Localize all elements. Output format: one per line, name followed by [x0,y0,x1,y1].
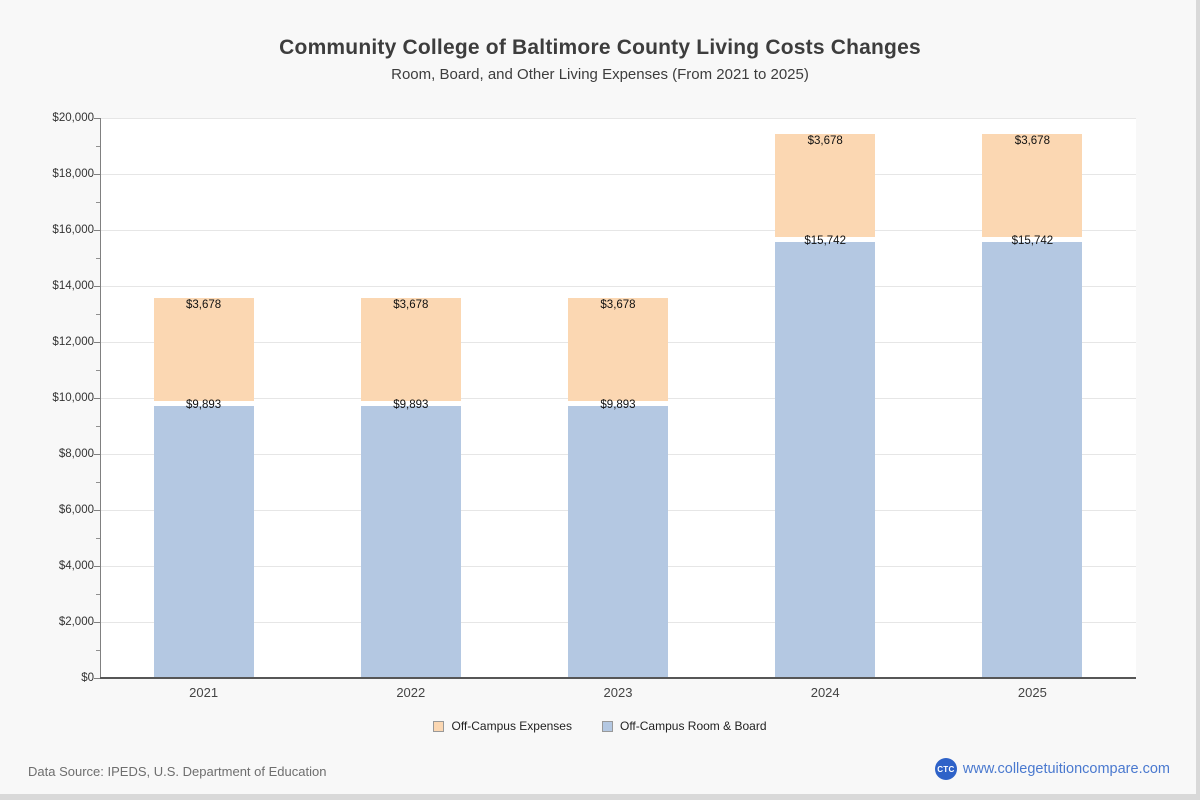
y-axis-minor-tick [96,202,100,203]
bar-expenses-2023 [568,298,668,401]
data-source-text: Data Source: IPEDS, U.S. Department of E… [28,764,327,779]
y-axis-tick-label: $6,000 [58,504,94,516]
x-axis-tick-label: 2024 [810,685,840,700]
bar-room-board-2021 [153,405,254,678]
y-axis-major-tick [94,174,100,175]
y-axis-tick-label: $4,000 [58,560,94,572]
y-axis-minor-tick [96,146,100,147]
legend-swatch-icon [601,720,613,732]
y-axis-minor-tick [96,258,100,259]
y-axis-major-tick [94,118,100,119]
data-label-expenses-2025: $3,678 [1014,135,1050,148]
data-label-expenses-2022: $3,678 [393,299,429,311]
y-axis-major-tick [94,230,100,231]
site-link[interactable]: www.collegetuitioncompare.com [962,761,1170,777]
y-axis-major-tick [94,678,100,679]
bar-room-board-2022 [360,405,461,678]
x-axis-tick-label: 2025 [1017,685,1047,700]
x-axis-line [100,677,1136,679]
gridline [100,229,1136,231]
y-axis-tick-label: $8,000 [58,448,94,460]
data-label-expenses-2024: $3,678 [807,135,843,148]
y-axis-minor-tick [96,314,100,315]
y-axis-tick-label: $10,000 [52,392,94,404]
bar-expenses-2025 [982,134,1083,238]
chart-subtitle: Room, Board, and Other Living Expenses (… [391,66,809,83]
y-axis-minor-tick [96,370,100,371]
y-axis-tick-label: $16,000 [52,224,94,236]
chart-title: Community College of Baltimore County Li… [279,36,921,59]
y-axis-line [100,118,101,678]
data-label-room-board-2023: $9,893 [600,398,636,411]
bar-room-board-2023 [568,405,668,678]
y-axis-minor-tick [96,482,100,483]
y-axis-major-tick [94,342,100,343]
bar-expenses-2022 [360,298,461,401]
y-axis-major-tick [94,398,100,399]
y-axis-tick-label: $0 [81,672,94,684]
y-axis-minor-tick [96,426,100,427]
x-axis-tick-label: 2023 [603,685,633,700]
y-axis-tick-label: $12,000 [52,336,94,348]
y-axis-minor-tick [96,594,100,595]
site-branding: CTC www.collegetuitioncompare.com [934,758,1170,780]
y-axis-major-tick [94,510,100,511]
bar-expenses-2024 [775,134,876,238]
y-axis-minor-tick [96,650,100,651]
y-axis-tick-label: $18,000 [52,168,94,180]
y-axis-major-tick [94,622,100,623]
gridline [100,285,1136,287]
data-label-room-board-2025: $15,742 [1011,235,1054,248]
y-axis-major-tick [94,286,100,287]
legend-item-expenses[interactable]: Off-Campus Expenses [433,719,572,733]
legend-swatch-icon [433,720,445,732]
data-label-expenses-2021: $3,678 [186,299,222,311]
bar-room-board-2024 [775,242,876,678]
data-label-room-board-2024: $15,742 [804,235,846,248]
legend-item-room-board[interactable]: Off-Campus Room & Board [601,719,767,733]
y-axis-minor-tick [96,538,100,539]
data-label-room-board-2022: $9,893 [393,398,429,411]
ctc-logo-icon: CTC [934,758,957,780]
bar-room-board-2025 [982,242,1083,678]
bar-expenses-2021 [153,298,254,401]
window-edge-bottom [0,794,1200,800]
y-axis-tick-label: $2,000 [58,616,94,628]
legend-label: Off-Campus Room & Board [619,719,767,733]
legend: Off-Campus Expenses Off-Campus Room & Boa… [0,719,1200,733]
window-edge-right [1196,0,1200,800]
x-axis-tick-label: 2022 [396,685,426,700]
data-label-expenses-2023: $3,678 [600,299,636,311]
y-axis-major-tick [94,566,100,567]
y-axis-major-tick [94,454,100,455]
x-axis-tick-label: 2021 [189,685,219,700]
y-axis-tick-label: $14,000 [52,280,94,292]
y-axis-tick-label: $20,000 [52,112,94,124]
gridline [100,117,1136,119]
legend-label: Off-Campus Expenses [451,719,572,733]
data-label-room-board-2021: $9,893 [186,398,222,411]
gridline [100,173,1136,175]
